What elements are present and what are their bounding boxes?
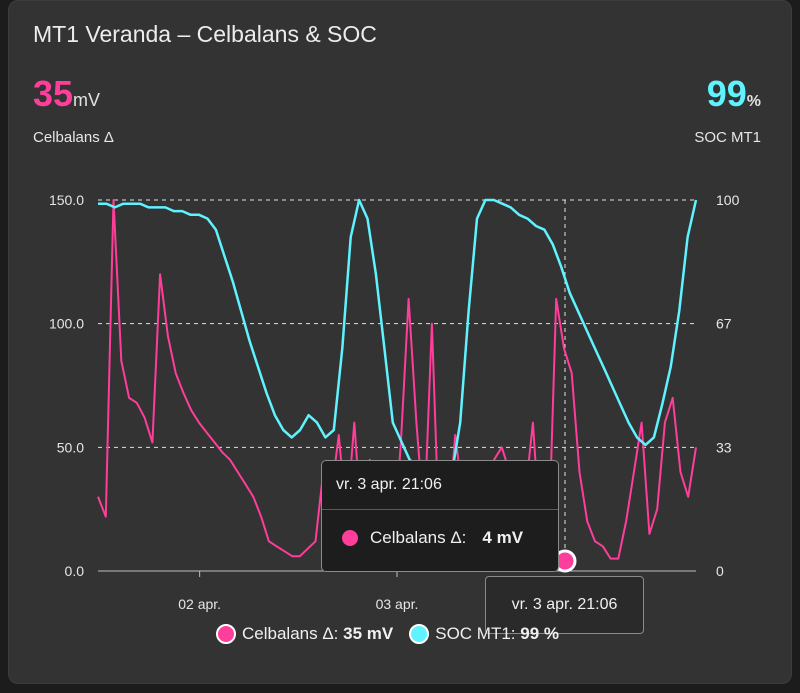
tooltip-dot-icon: [342, 530, 358, 546]
y-left-tick-label: 150.0: [49, 192, 84, 208]
legend-soc-swatch-icon: [409, 624, 430, 644]
x-tick-label: 02 apr.: [178, 596, 221, 612]
tooltip-series-label: Celbalans Δ:: [370, 528, 467, 547]
stat-celbalans[interactable]: 35mV Celbalans Δ: [33, 73, 114, 146]
stat-celbalans-unit: mV: [73, 90, 101, 110]
stat-soc-value: 99: [706, 73, 747, 114]
y-right-tick-label: 100: [716, 192, 740, 208]
y-left-tick-label: 100.0: [49, 316, 84, 332]
y-right-tick-label: 33: [716, 439, 732, 455]
stat-soc-unit: %: [746, 93, 761, 110]
y-left-tick-label: 50.0: [57, 439, 84, 455]
stat-soc-label: SOC MT1: [694, 129, 761, 146]
stat-soc[interactable]: 99% SOC MT1: [694, 73, 761, 146]
chart-tooltip: vr. 3 apr. 21:06 Celbalans Δ: 4 mV: [321, 460, 559, 572]
legend-celbalans[interactable]: Celbalans Δ: 35 mV: [216, 624, 393, 644]
y-right-tick-label: 0: [716, 563, 724, 579]
tooltip-value: 4 mV: [482, 528, 524, 547]
legend-soc-label: SOC MT1:: [435, 624, 516, 643]
stat-celbalans-label: Celbalans Δ: [33, 129, 114, 146]
legend-celbalans-value: 35 mV: [343, 624, 394, 643]
legend-soc-value: 99 %: [520, 624, 560, 643]
chart-legend: Celbalans Δ: 35 mV SOC MT1: 99 %: [216, 624, 559, 644]
series-line-soc: [98, 198, 698, 484]
legend-celbalans-swatch-icon: [216, 624, 236, 644]
y-right-tick-label: 67: [716, 316, 732, 332]
tooltip-time: vr. 3 apr. 21:06: [322, 461, 558, 510]
crosshair-time-label: vr. 3 apr. 21:06: [485, 576, 644, 634]
legend-soc[interactable]: SOC MT1: 99 %: [409, 624, 559, 644]
y-left-tick-label: 0.0: [65, 563, 85, 579]
tooltip-row: Celbalans Δ: 4 mV: [322, 528, 558, 548]
legend-celbalans-label: Celbalans Δ:: [242, 624, 339, 643]
stat-celbalans-value: 35: [33, 73, 74, 114]
x-tick-label: 03 apr.: [376, 596, 419, 612]
card-title: MT1 Veranda – Celbalans & SOC: [33, 21, 377, 47]
